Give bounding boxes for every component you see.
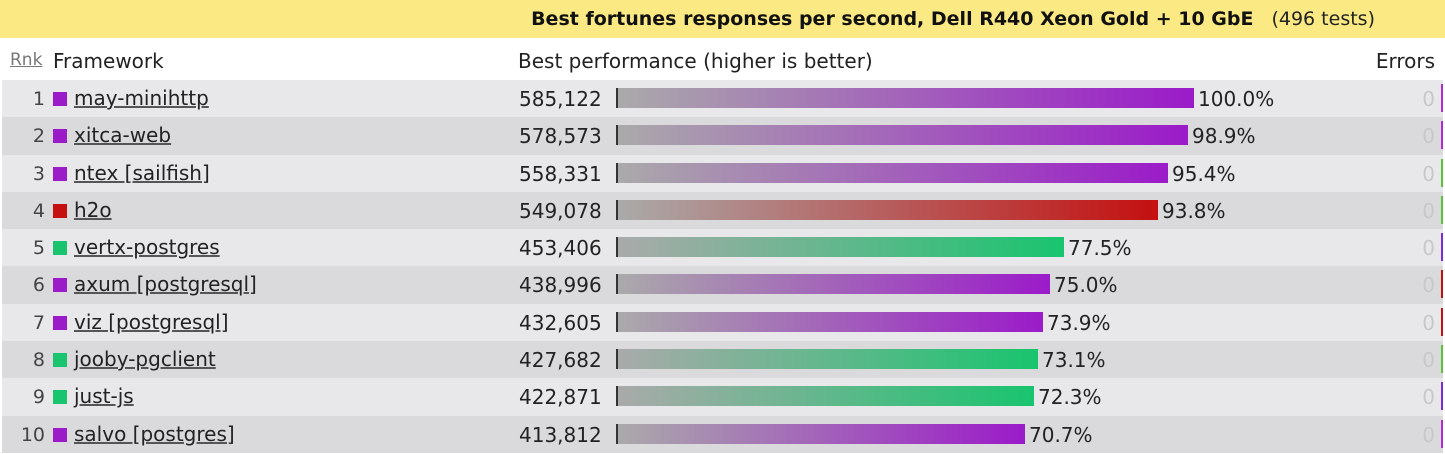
framework-link[interactable]: jooby-pgclient — [74, 347, 216, 372]
rank-cell: 9 — [32, 386, 45, 409]
value-label: 558,331 — [519, 161, 602, 186]
value-label: 413,812 — [519, 422, 602, 447]
framework-color-swatch — [53, 427, 67, 442]
errors-column-header: Errors — [1375, 49, 1435, 73]
bar — [616, 237, 1064, 258]
bar — [616, 125, 1188, 146]
table-header: Rnk Framework Best performance (higher i… — [0, 40, 1445, 80]
table-row: 9 just-js 422,871 72.3% 0 — [2, 378, 1443, 416]
table-row: 10 salvo [postgres] 413,812 70.7% 0 — [2, 415, 1443, 453]
value-label: 427,682 — [519, 348, 602, 373]
table-row: 5 vertx-postgres 453,406 77.5% 0 — [2, 229, 1443, 267]
rank-cell: 2 — [32, 125, 45, 148]
row-edge-marker — [1441, 307, 1443, 336]
percent-label: 95.4% — [1172, 161, 1236, 186]
row-edge-marker — [1441, 158, 1443, 187]
chart-title: Best fortunes responses per second, Dell… — [531, 8, 1254, 30]
value-label: 453,406 — [519, 236, 602, 261]
chart-title-banner: Best fortunes responses per second, Dell… — [0, 0, 1445, 38]
value-label: 549,078 — [519, 198, 602, 223]
bar — [616, 349, 1038, 370]
errors-cell: 0 — [1422, 198, 1435, 223]
errors-cell: 0 — [1422, 236, 1435, 261]
value-label: 578,573 — [519, 124, 602, 149]
percent-label: 77.5% — [1068, 236, 1132, 261]
errors-cell: 0 — [1422, 348, 1435, 373]
rank-cell: 8 — [32, 349, 45, 372]
bar — [616, 88, 1194, 108]
percent-label: 93.8% — [1162, 198, 1226, 223]
value-label: 432,605 — [519, 310, 602, 335]
row-edge-marker — [1441, 382, 1443, 411]
rank-cell: 3 — [32, 162, 45, 185]
framework-color-swatch — [53, 166, 67, 181]
errors-cell: 0 — [1422, 87, 1435, 111]
percent-label: 70.7% — [1029, 422, 1093, 447]
errors-cell: 0 — [1422, 161, 1435, 186]
framework-link[interactable]: xitca-web — [74, 123, 172, 148]
framework-color-swatch — [53, 92, 67, 106]
framework-link[interactable]: h2o — [74, 197, 112, 222]
row-edge-marker — [1441, 195, 1443, 224]
percent-label: 72.3% — [1038, 385, 1102, 410]
results-table: 1 may-minihttp 585,122 100.0% 0 2 xitca-web 578… — [2, 80, 1443, 453]
row-edge-marker — [1441, 345, 1443, 374]
framework-color-swatch — [53, 390, 67, 405]
bar — [616, 162, 1168, 183]
errors-cell: 0 — [1422, 124, 1435, 149]
framework-link[interactable]: just-js — [74, 384, 134, 409]
table-row: 3 ntex [sailfish] 558,331 95.4% 0 — [2, 154, 1443, 192]
table-row: 7 viz [postgresql] 432,605 73.9% 0 — [2, 303, 1443, 342]
errors-cell: 0 — [1422, 385, 1435, 410]
bar — [616, 274, 1050, 295]
table-row: 4 h2o 549,078 93.8% 0 — [2, 191, 1443, 230]
bar — [616, 386, 1034, 407]
row-edge-marker — [1441, 270, 1443, 299]
framework-link[interactable]: may-minihttp — [74, 86, 209, 110]
errors-cell: 0 — [1422, 422, 1435, 447]
rank-cell: 6 — [32, 274, 45, 297]
framework-color-swatch — [53, 278, 67, 293]
rank-column-header[interactable]: Rnk — [10, 50, 43, 70]
rank-cell: 4 — [32, 199, 45, 222]
row-edge-marker — [1441, 121, 1443, 150]
row-edge-marker — [1441, 233, 1443, 262]
percent-label: 73.1% — [1042, 348, 1106, 373]
performance-column-header: Best performance (higher is better) — [518, 49, 873, 73]
framework-link[interactable]: ntex [sailfish] — [74, 160, 210, 185]
value-label: 422,871 — [519, 385, 602, 410]
framework-link[interactable]: axum [postgresql] — [74, 272, 257, 297]
bar — [616, 199, 1158, 220]
rank-cell: 10 — [20, 423, 45, 446]
framework-color-swatch — [53, 315, 67, 330]
rank-cell: 5 — [32, 237, 45, 260]
framework-link[interactable]: viz [postgresql] — [74, 309, 229, 334]
percent-label: 100.0% — [1198, 87, 1275, 111]
bar — [616, 423, 1025, 444]
percent-label: 73.9% — [1047, 310, 1111, 335]
framework-column-header: Framework — [53, 49, 164, 73]
bar — [616, 311, 1043, 332]
table-row: 8 jooby-pgclient 427,682 73.1% 0 — [2, 341, 1443, 379]
percent-label: 75.0% — [1054, 273, 1118, 298]
framework-link[interactable]: salvo [postgres] — [74, 421, 235, 446]
framework-color-swatch — [53, 241, 67, 256]
percent-label: 98.9% — [1192, 124, 1256, 149]
value-label: 438,996 — [519, 273, 602, 298]
test-count: (496 tests) — [1271, 8, 1375, 30]
table-row: 6 axum [postgresql] 438,996 75.0% 0 — [2, 266, 1443, 304]
row-edge-marker — [1441, 419, 1443, 448]
table-row: 1 may-minihttp 585,122 100.0% 0 — [2, 80, 1443, 118]
rank-cell: 1 — [32, 88, 45, 110]
framework-link[interactable]: vertx-postgres — [74, 235, 220, 260]
framework-color-swatch — [53, 203, 67, 218]
row-edge-marker — [1441, 84, 1443, 112]
table-row: 2 xitca-web 578,573 98.9% 0 — [2, 117, 1443, 155]
rank-cell: 7 — [32, 311, 45, 334]
errors-cell: 0 — [1422, 273, 1435, 298]
framework-color-swatch — [53, 129, 67, 144]
value-label: 585,122 — [519, 87, 602, 111]
errors-cell: 0 — [1422, 310, 1435, 335]
framework-color-swatch — [53, 353, 67, 368]
